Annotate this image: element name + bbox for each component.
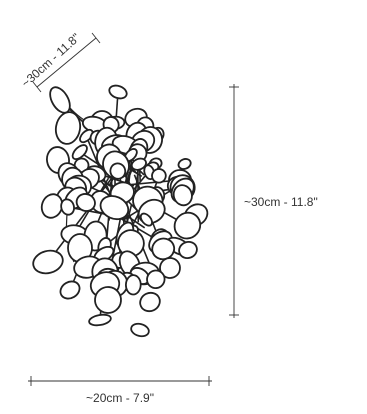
lamp-disc (32, 249, 64, 275)
lamp-disc (94, 286, 122, 314)
depth-dimension-line (36, 37, 97, 88)
lamp-disc (124, 274, 142, 296)
lamp-disc (178, 240, 198, 260)
lamp-disc (59, 280, 81, 300)
lamp-disc (151, 168, 167, 184)
lamp-disc (75, 193, 96, 212)
lamp-disc (71, 144, 88, 161)
lamp-disc (130, 322, 150, 338)
lamp-discs (32, 84, 209, 338)
lamp-disc (108, 84, 128, 100)
lamp-disc (88, 313, 112, 327)
lamp-disc (109, 162, 127, 180)
lamp-disc (99, 195, 130, 221)
depth-tick-start (32, 81, 42, 93)
lamp-disc (172, 184, 193, 207)
lamp-disc (159, 257, 181, 279)
lamp-illustration (32, 84, 209, 338)
height-label: ~30cm - 11.8" (244, 195, 318, 209)
depth-dimension: ~30cm - 11.8" (19, 30, 101, 93)
lamp-disc (79, 128, 94, 144)
lamp-disc (139, 291, 161, 313)
width-dimension: ~20cm - 7.9" (28, 376, 212, 405)
lamp-disc (117, 229, 145, 258)
lamp-disc (177, 158, 192, 170)
width-label: ~20cm - 7.9" (86, 391, 154, 405)
depth-tick-end (91, 32, 101, 44)
lamp-disc (173, 211, 202, 240)
lamp-disc (54, 111, 82, 145)
lamp-disc (130, 157, 147, 171)
lamp-disc (146, 269, 166, 290)
lamp-disc (139, 212, 153, 227)
depth-label: ~30cm - 11.8" (19, 30, 83, 90)
height-dimension: ~30cm - 11.8" (229, 84, 318, 318)
lamp-disc (60, 198, 75, 216)
lamp-stem (47, 174, 115, 263)
